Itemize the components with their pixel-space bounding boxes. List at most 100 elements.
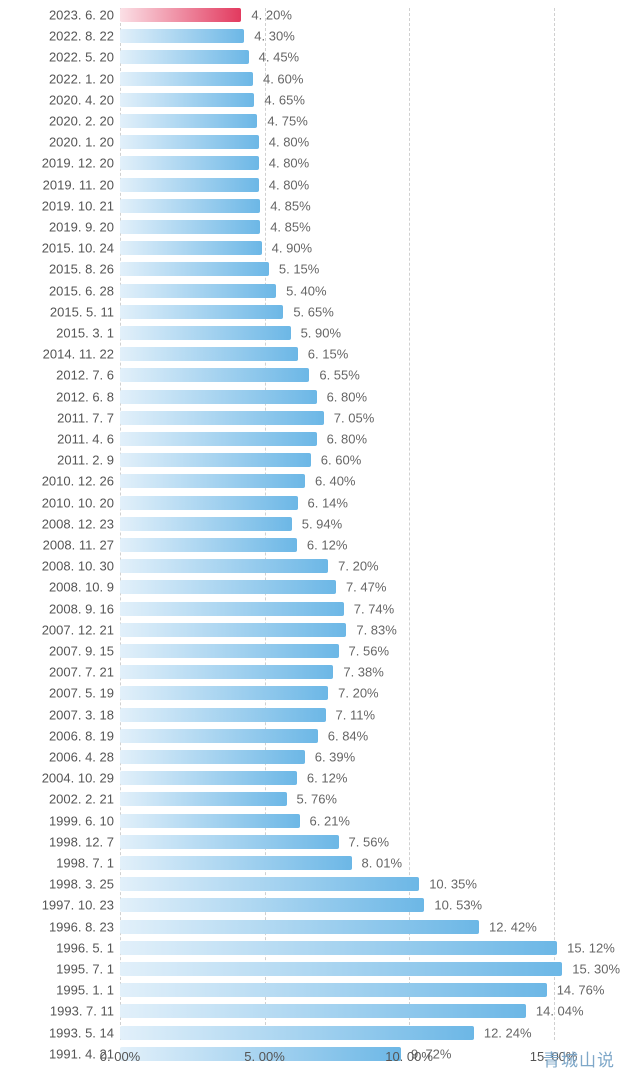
bar [120, 771, 297, 785]
bar [120, 199, 260, 213]
plot-area: 2023. 6. 204. 20% 2022. 8. 224. 30% 2022. … [120, 8, 597, 1040]
value-label: 15. 30% [572, 962, 620, 977]
category-label: 2007. 9. 15 [49, 644, 114, 659]
category-label: 2011. 2. 9 [57, 453, 114, 468]
bar-row: 2002. 2. 215. 76% [120, 792, 597, 806]
category-label: 2012. 7. 6 [56, 368, 114, 383]
bar-row: 1998. 3. 2510. 35% [120, 877, 597, 891]
value-label: 6. 60% [321, 453, 361, 468]
category-label: 2002. 2. 21 [49, 792, 114, 807]
bar [120, 729, 318, 743]
value-label: 12. 42% [489, 919, 537, 934]
bar-row: 2011. 7. 77. 05% [120, 411, 597, 425]
value-label: 4. 85% [270, 220, 310, 235]
bar-row: 2020. 2. 204. 75% [120, 114, 597, 128]
bar [120, 517, 292, 531]
bar [120, 941, 557, 955]
value-label: 8. 01% [362, 856, 402, 871]
bar-row: 1998. 7. 18. 01% [120, 856, 597, 870]
category-label: 2012. 6. 8 [56, 389, 114, 404]
bar-row: 2022. 8. 224. 30% [120, 29, 597, 43]
category-label: 2015. 5. 11 [50, 304, 114, 319]
bar-row: 2007. 7. 217. 38% [120, 665, 597, 679]
bar-row: 2006. 4. 286. 39% [120, 750, 597, 764]
bar-row: 2022. 1. 204. 60% [120, 72, 597, 86]
value-label: 7. 38% [343, 665, 383, 680]
bar-row: 2008. 11. 276. 12% [120, 538, 597, 552]
bar-row: 2015. 10. 244. 90% [120, 241, 597, 255]
category-label: 2006. 4. 28 [49, 750, 114, 765]
value-label: 6. 15% [308, 347, 348, 362]
value-label: 7. 11% [336, 707, 376, 722]
value-label: 5. 65% [293, 304, 333, 319]
bar-highlight [120, 8, 241, 22]
bar [120, 305, 283, 319]
bar-row: 2015. 8. 265. 15% [120, 262, 597, 276]
bar-row: 2022. 5. 204. 45% [120, 50, 597, 64]
bar [120, 602, 344, 616]
bar [120, 72, 253, 86]
bar [120, 241, 262, 255]
value-label: 4. 60% [263, 71, 303, 86]
bar-row: 2015. 6. 285. 40% [120, 284, 597, 298]
bar-row: 2019. 12. 204. 80% [120, 156, 597, 170]
category-label: 2008. 10. 9 [49, 580, 114, 595]
bar-row: 2008. 10. 307. 20% [120, 559, 597, 573]
x-axis-tick-label: 5. 00% [244, 1049, 284, 1064]
value-label: 6. 39% [315, 750, 355, 765]
bar [120, 453, 311, 467]
bar-row: 2004. 10. 296. 12% [120, 771, 597, 785]
value-label: 4. 75% [267, 114, 307, 129]
category-label: 2020. 4. 20 [49, 92, 114, 107]
bar-row: 2019. 11. 204. 80% [120, 178, 597, 192]
bar [120, 877, 419, 891]
bar [120, 50, 249, 64]
bar [120, 390, 317, 404]
bar-row: 1996. 5. 115. 12% [120, 941, 597, 955]
bar-row: 1999. 6. 106. 21% [120, 814, 597, 828]
value-label: 6. 12% [307, 538, 347, 553]
bar [120, 262, 269, 276]
bar [120, 411, 324, 425]
bar [120, 347, 298, 361]
x-axis-tick-label: 0. 00% [100, 1049, 140, 1064]
value-label: 15. 12% [567, 940, 615, 955]
value-label: 7. 05% [334, 410, 374, 425]
watermark-text: 青城山说 [543, 1046, 615, 1071]
bar [120, 156, 259, 170]
x-axis: 0. 00%5. 00%10. 00%15. 00% [120, 1045, 597, 1075]
bar-row: 1995. 1. 114. 76% [120, 983, 597, 997]
category-label: 2019. 9. 20 [49, 220, 114, 235]
value-label: 6. 12% [307, 771, 347, 786]
bar-row: 2023. 6. 204. 20% [120, 8, 597, 22]
category-label: 2008. 12. 23 [42, 516, 114, 531]
category-label: 1998. 12. 7 [49, 834, 114, 849]
bar-row: 2014. 11. 226. 15% [120, 347, 597, 361]
category-label: 2007. 12. 21 [42, 622, 114, 637]
category-label: 2004. 10. 29 [42, 771, 114, 786]
bar-row: 2012. 6. 86. 80% [120, 390, 597, 404]
bar [120, 1026, 474, 1040]
bar [120, 665, 333, 679]
category-label: 2019. 12. 20 [42, 156, 114, 171]
bar [120, 474, 305, 488]
bar [120, 835, 339, 849]
category-label: 1999. 6. 10 [49, 813, 114, 828]
bar-row: 1997. 10. 2310. 53% [120, 898, 597, 912]
bar [120, 368, 309, 382]
rate-history-bar-chart: 2023. 6. 204. 20%2022. 8. 224. 30%2022. … [0, 0, 627, 1085]
bar-row: 2008. 10. 97. 47% [120, 580, 597, 594]
bar [120, 962, 562, 976]
category-label: 2023. 6. 20 [49, 8, 114, 23]
bar [120, 559, 328, 573]
bar [120, 983, 547, 997]
bar-row: 1993. 7. 1114. 04% [120, 1004, 597, 1018]
bar [120, 898, 424, 912]
bar-row: 2011. 2. 96. 60% [120, 453, 597, 467]
bar-row: 2007. 5. 197. 20% [120, 686, 597, 700]
bar [120, 1004, 526, 1018]
value-label: 5. 76% [297, 792, 337, 807]
value-label: 4. 20% [251, 8, 291, 23]
bar-row: 2020. 1. 204. 80% [120, 135, 597, 149]
bar [120, 284, 276, 298]
